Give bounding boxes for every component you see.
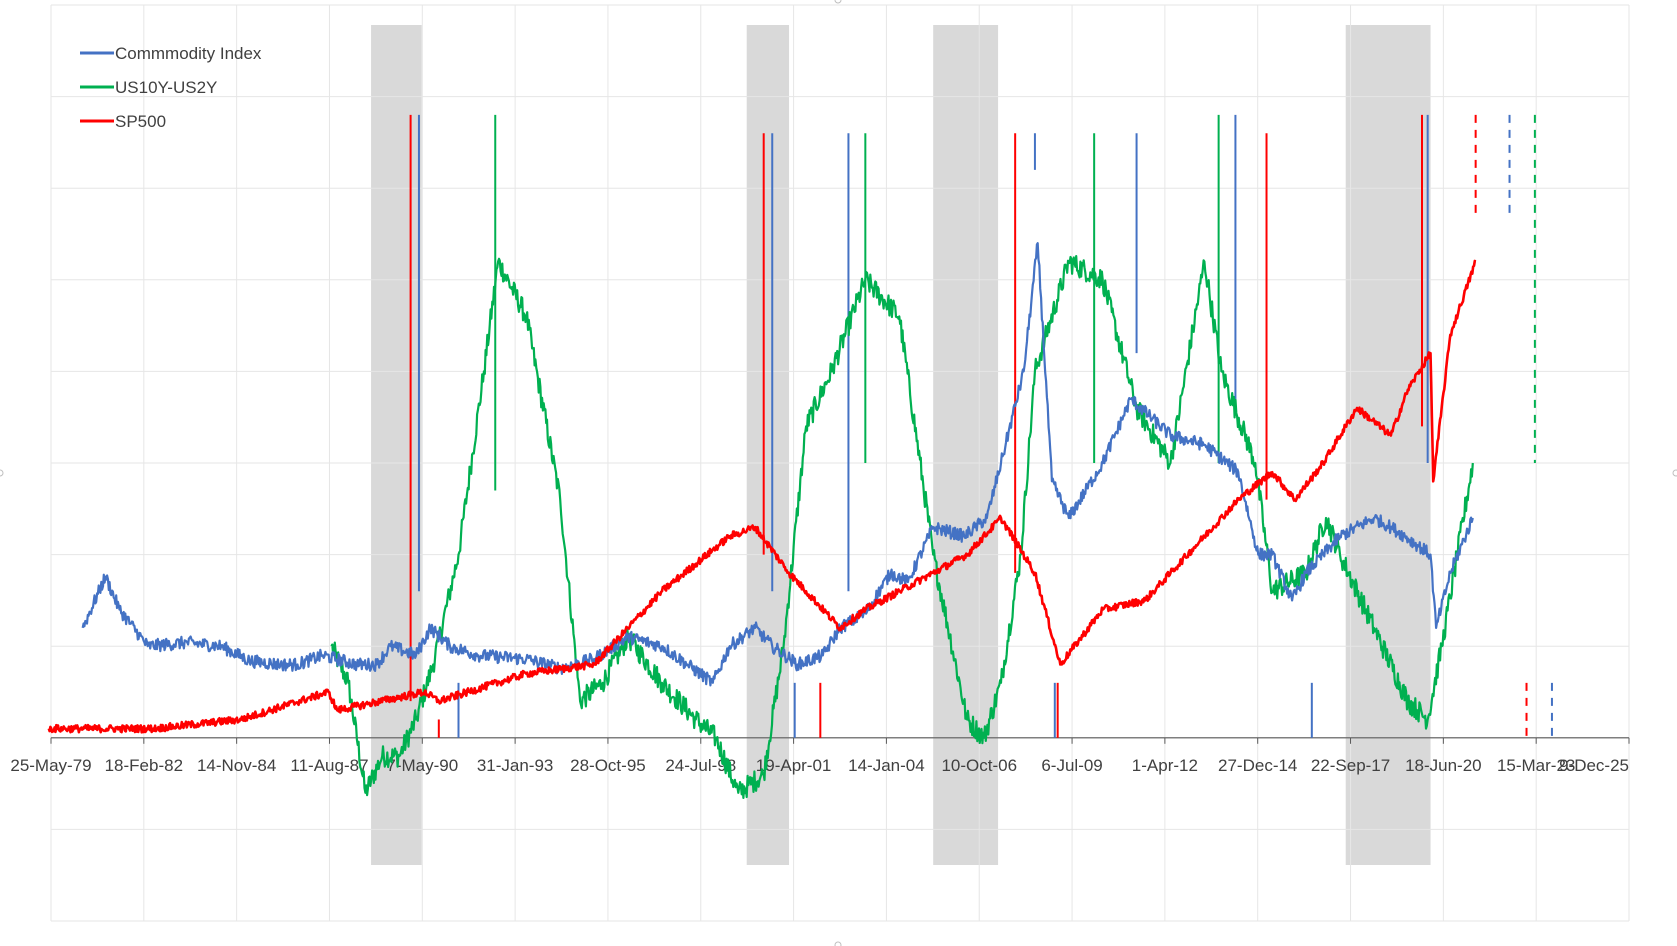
recession-bands <box>371 25 1431 865</box>
legend: Commmodity Index US10Y-US2Y SP500 <box>80 44 262 131</box>
x-tick-label: 31-Jan-93 <box>477 756 554 775</box>
legend-entry: SP500 <box>115 112 166 131</box>
recession-band-2 <box>933 25 999 865</box>
series-line-sp500 <box>47 259 1477 734</box>
legend-entry: US10Y-US2Y <box>115 78 217 97</box>
x-tick-label: 18-Jun-20 <box>1405 756 1482 775</box>
x-tick-label: 14-Jan-04 <box>848 756 925 775</box>
x-tick-label: 27-Dec-14 <box>1218 756 1297 775</box>
x-tick-label: 11-Aug-87 <box>290 756 368 775</box>
x-tick-label: 22-Sep-17 <box>1311 756 1390 775</box>
x-tick-label: 6-Jul-09 <box>1041 756 1102 775</box>
resize-handle-left[interactable] <box>0 469 4 477</box>
recession-band-3 <box>1345 25 1431 865</box>
vertical-markers <box>409 114 1553 738</box>
resize-handle-bottom[interactable] <box>834 941 842 946</box>
x-tick-label: 9-Dec-25 <box>1559 756 1629 775</box>
x-tick-label: 7-May-90 <box>386 756 458 775</box>
resize-handle-right[interactable] <box>1672 469 1677 477</box>
x-axis: 25-May-79 18-Feb-82 14-Nov-84 11-Aug-87 7-Ma… <box>10 737 1630 775</box>
x-tick-label: 28-Oct-95 <box>570 756 646 775</box>
x-tick-label: 1-Apr-12 <box>1132 756 1198 775</box>
series-line-us10y-us2y <box>330 255 1474 800</box>
resize-handle-top[interactable] <box>834 0 842 4</box>
recession-band-0 <box>371 25 422 865</box>
x-tick-label: 14-Nov-84 <box>197 756 276 775</box>
series-lines <box>47 242 1477 800</box>
x-tick-label: 25-May-79 <box>10 756 91 775</box>
x-tick-label: 10-Oct-06 <box>941 756 1017 775</box>
x-tick-label: 24-Jul-98 <box>665 756 736 775</box>
x-tick-label: 18-Feb-82 <box>105 756 183 775</box>
x-tick-label: 19-Apr-01 <box>756 756 832 775</box>
legend-entry: Commmodity Index <box>115 44 262 63</box>
recession-band-1 <box>746 25 790 865</box>
x-tick-label: 15-Mar-23 <box>1497 756 1575 775</box>
